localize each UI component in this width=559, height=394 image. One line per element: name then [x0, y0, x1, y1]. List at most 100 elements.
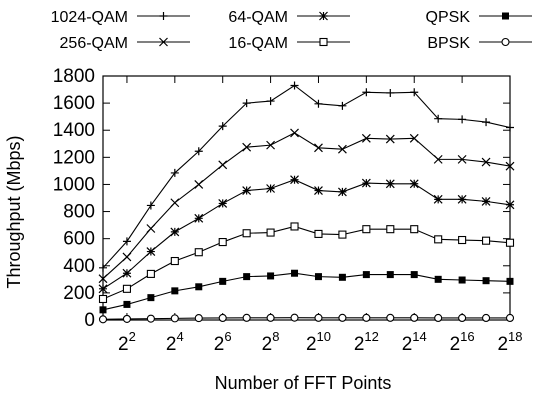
data-point [242, 99, 251, 108]
data-point [242, 313, 251, 322]
data-point [433, 194, 443, 204]
data-point [457, 154, 467, 164]
data-point [266, 228, 275, 237]
data-point [505, 238, 515, 247]
data-point [505, 161, 515, 171]
data-point [482, 313, 491, 323]
data-point [314, 313, 323, 322]
data-point [194, 314, 203, 323]
series-line-2 [102, 272, 511, 311]
data-point [122, 237, 131, 246]
data-point [194, 180, 204, 189]
data-point [170, 314, 179, 323]
data-point [170, 198, 180, 208]
legend-label: 16-QAM [228, 35, 288, 52]
data-point [362, 225, 371, 234]
x-tick-label: 210 [306, 329, 331, 355]
y-tick-label: 1000 [53, 174, 95, 195]
legend-label: 256-QAM [60, 35, 128, 52]
data-point [266, 313, 275, 322]
data-point [337, 187, 347, 197]
legend-marker [319, 37, 328, 47]
data-point [218, 160, 228, 170]
x-axis-label: Number of FFT Points [215, 373, 392, 393]
data-point [434, 275, 442, 283]
data-point [314, 229, 323, 238]
data-point [505, 313, 515, 323]
legend-marker [319, 11, 328, 21]
data-point [194, 213, 204, 223]
data-point [338, 230, 347, 239]
data-point [218, 122, 227, 131]
data-point [409, 179, 419, 189]
data-point [386, 225, 395, 234]
data-point [290, 222, 299, 231]
data-point [314, 99, 323, 108]
data-point [290, 81, 299, 90]
data-point [98, 284, 108, 294]
data-point [433, 154, 443, 164]
x-tick-label: 26 [214, 329, 232, 355]
y-tick-label: 1800 [53, 66, 95, 87]
data-point [122, 252, 132, 262]
legend-label: QPSK [426, 9, 471, 26]
data-point [314, 273, 322, 281]
legend-marker [159, 12, 168, 20]
data-point [338, 273, 346, 281]
data-point [458, 276, 466, 284]
data-point [218, 238, 227, 247]
data-point [99, 306, 107, 314]
x-tick-label: 212 [354, 329, 379, 355]
legend: 1024-QAM 64-QAM QPSK 256-QAM 16-QAM BPSK [51, 9, 532, 52]
data-point [98, 294, 108, 304]
data-point [242, 186, 252, 195]
data-point [98, 274, 108, 284]
data-point [410, 313, 419, 322]
series-line-4 [102, 225, 511, 300]
legend-marker [501, 37, 510, 47]
data-point [171, 287, 179, 295]
data-point [290, 313, 299, 322]
data-point [434, 313, 443, 323]
data-point [458, 235, 467, 245]
data-point [434, 235, 443, 244]
data-point [218, 198, 228, 208]
x-tick-label: 28 [262, 329, 280, 355]
data-point [410, 271, 418, 279]
data-point [482, 277, 490, 285]
data-point [146, 201, 155, 210]
y-tick-label: 1600 [53, 93, 95, 114]
x-tick-label: 24 [166, 329, 184, 355]
legend-marker [159, 37, 168, 47]
data-point [194, 248, 203, 257]
y-tick-label: 1200 [53, 147, 95, 168]
plot-area: 0 200 400 600 800 1000 1200 1400 1600 1800 22 24 26 2… [53, 66, 523, 355]
y-tick-label: 200 [63, 283, 95, 304]
y-tick-label: 0 [84, 310, 95, 331]
data-point [147, 294, 155, 302]
y-tick-label: 400 [63, 256, 95, 277]
data-point [338, 101, 347, 110]
data-point [242, 142, 252, 152]
data-point [362, 88, 371, 97]
x-tick-label: 214 [402, 329, 427, 355]
legend-marker [502, 12, 509, 20]
data-point [386, 313, 395, 322]
y-tick-label: 600 [63, 229, 95, 250]
x-tick-label: 218 [497, 329, 522, 355]
data-point [361, 133, 371, 143]
series-line-3 [102, 132, 511, 280]
data-point [170, 227, 180, 237]
data-point [290, 128, 299, 138]
data-point [146, 247, 156, 256]
legend-label: 64-QAM [228, 9, 288, 26]
data-point [410, 225, 419, 234]
data-point [314, 186, 323, 195]
data-point [122, 268, 132, 278]
data-point [458, 115, 467, 124]
data-point [338, 313, 347, 322]
data-point [386, 88, 395, 97]
data-point [122, 314, 131, 323]
y-axis-label: Throughput (Mbps) [4, 135, 24, 288]
data-point [266, 184, 276, 193]
